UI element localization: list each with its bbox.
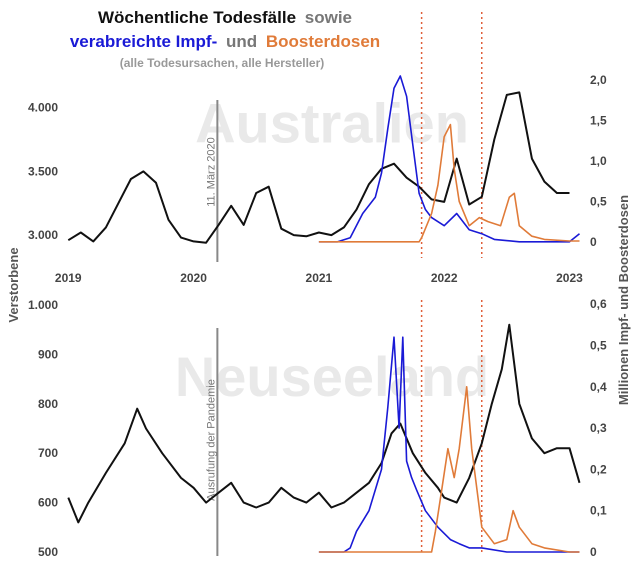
y-left-tick: 3.500 <box>28 164 58 178</box>
y-right-tick: 0,5 <box>590 194 607 208</box>
y-left-tick: 600 <box>38 496 58 510</box>
y-left-tick: 4.000 <box>28 101 58 115</box>
y-left-tick: 3.000 <box>28 228 58 242</box>
title-part3: verabreichte Impf- <box>70 32 217 51</box>
series-deaths-line <box>67 323 581 524</box>
series-booster-line <box>318 123 580 243</box>
panel-neuseeland: Neuseeland 500 600 700 800 900 1.000 0 0,1 0,2 0,3… <box>28 297 607 559</box>
x-tick: 2019 <box>55 271 82 285</box>
y-right-tick: 0,2 <box>590 462 607 476</box>
x-tick: 2020 <box>180 271 207 285</box>
y-right-tick: 0 <box>590 545 597 559</box>
event-label: 11. März 2020 <box>205 137 217 207</box>
y-right-tick: 0 <box>590 235 597 249</box>
chart-subtitle: (alle Todesursachen, alle Hersteller) <box>120 56 325 70</box>
series-vaccine-line <box>318 75 581 243</box>
chart-title-line2: verabreichte Impf- und Boosterdosen <box>70 32 380 51</box>
y-left-tick: 700 <box>38 446 58 460</box>
y-right-tick: 0,3 <box>590 421 607 435</box>
panel-australien: Australien 3.000 3.500 4.000 0 0,5 1,0 1,5 2,0 20… <box>28 12 607 285</box>
y-right-tick: 0,6 <box>590 297 607 311</box>
y-right-tick: 0,1 <box>590 504 607 518</box>
title-part2: sowie <box>305 8 352 27</box>
y-right-tick: 0,5 <box>590 338 607 352</box>
series-deaths-line <box>67 91 570 244</box>
watermark-1: Neuseeland <box>175 345 489 408</box>
y-left-tick: 500 <box>38 545 58 559</box>
title-part1: Wöchentliche Todesfälle <box>98 8 296 27</box>
series-booster-line <box>318 385 580 553</box>
x-tick: 2021 <box>306 271 333 285</box>
y-left-tick: 900 <box>38 347 58 361</box>
y-right-tick: 1,5 <box>590 114 607 128</box>
x-tick: 2022 <box>431 271 458 285</box>
y-right-tick: 1,0 <box>590 154 607 168</box>
y-right-tick: 2,0 <box>590 73 607 87</box>
chart-title-line1: Wöchentliche Todesfälle sowie <box>98 8 352 27</box>
y-left-tick: 1.000 <box>28 298 58 312</box>
watermark-0: Australien <box>195 92 469 155</box>
y-right-label: Millionen Impf- und Boosterdosen <box>616 195 631 405</box>
y-left-tick: 800 <box>38 397 58 411</box>
x-tick: 2023 <box>556 271 583 285</box>
y-right-tick: 0,4 <box>590 380 607 394</box>
title-part4: und <box>226 32 257 51</box>
title-part5: Boosterdosen <box>266 32 380 51</box>
series-vaccine-line <box>318 336 580 553</box>
y-left-label: Verstorbene <box>6 247 21 322</box>
event-label: Ausrufung der Pandemie <box>205 379 217 501</box>
